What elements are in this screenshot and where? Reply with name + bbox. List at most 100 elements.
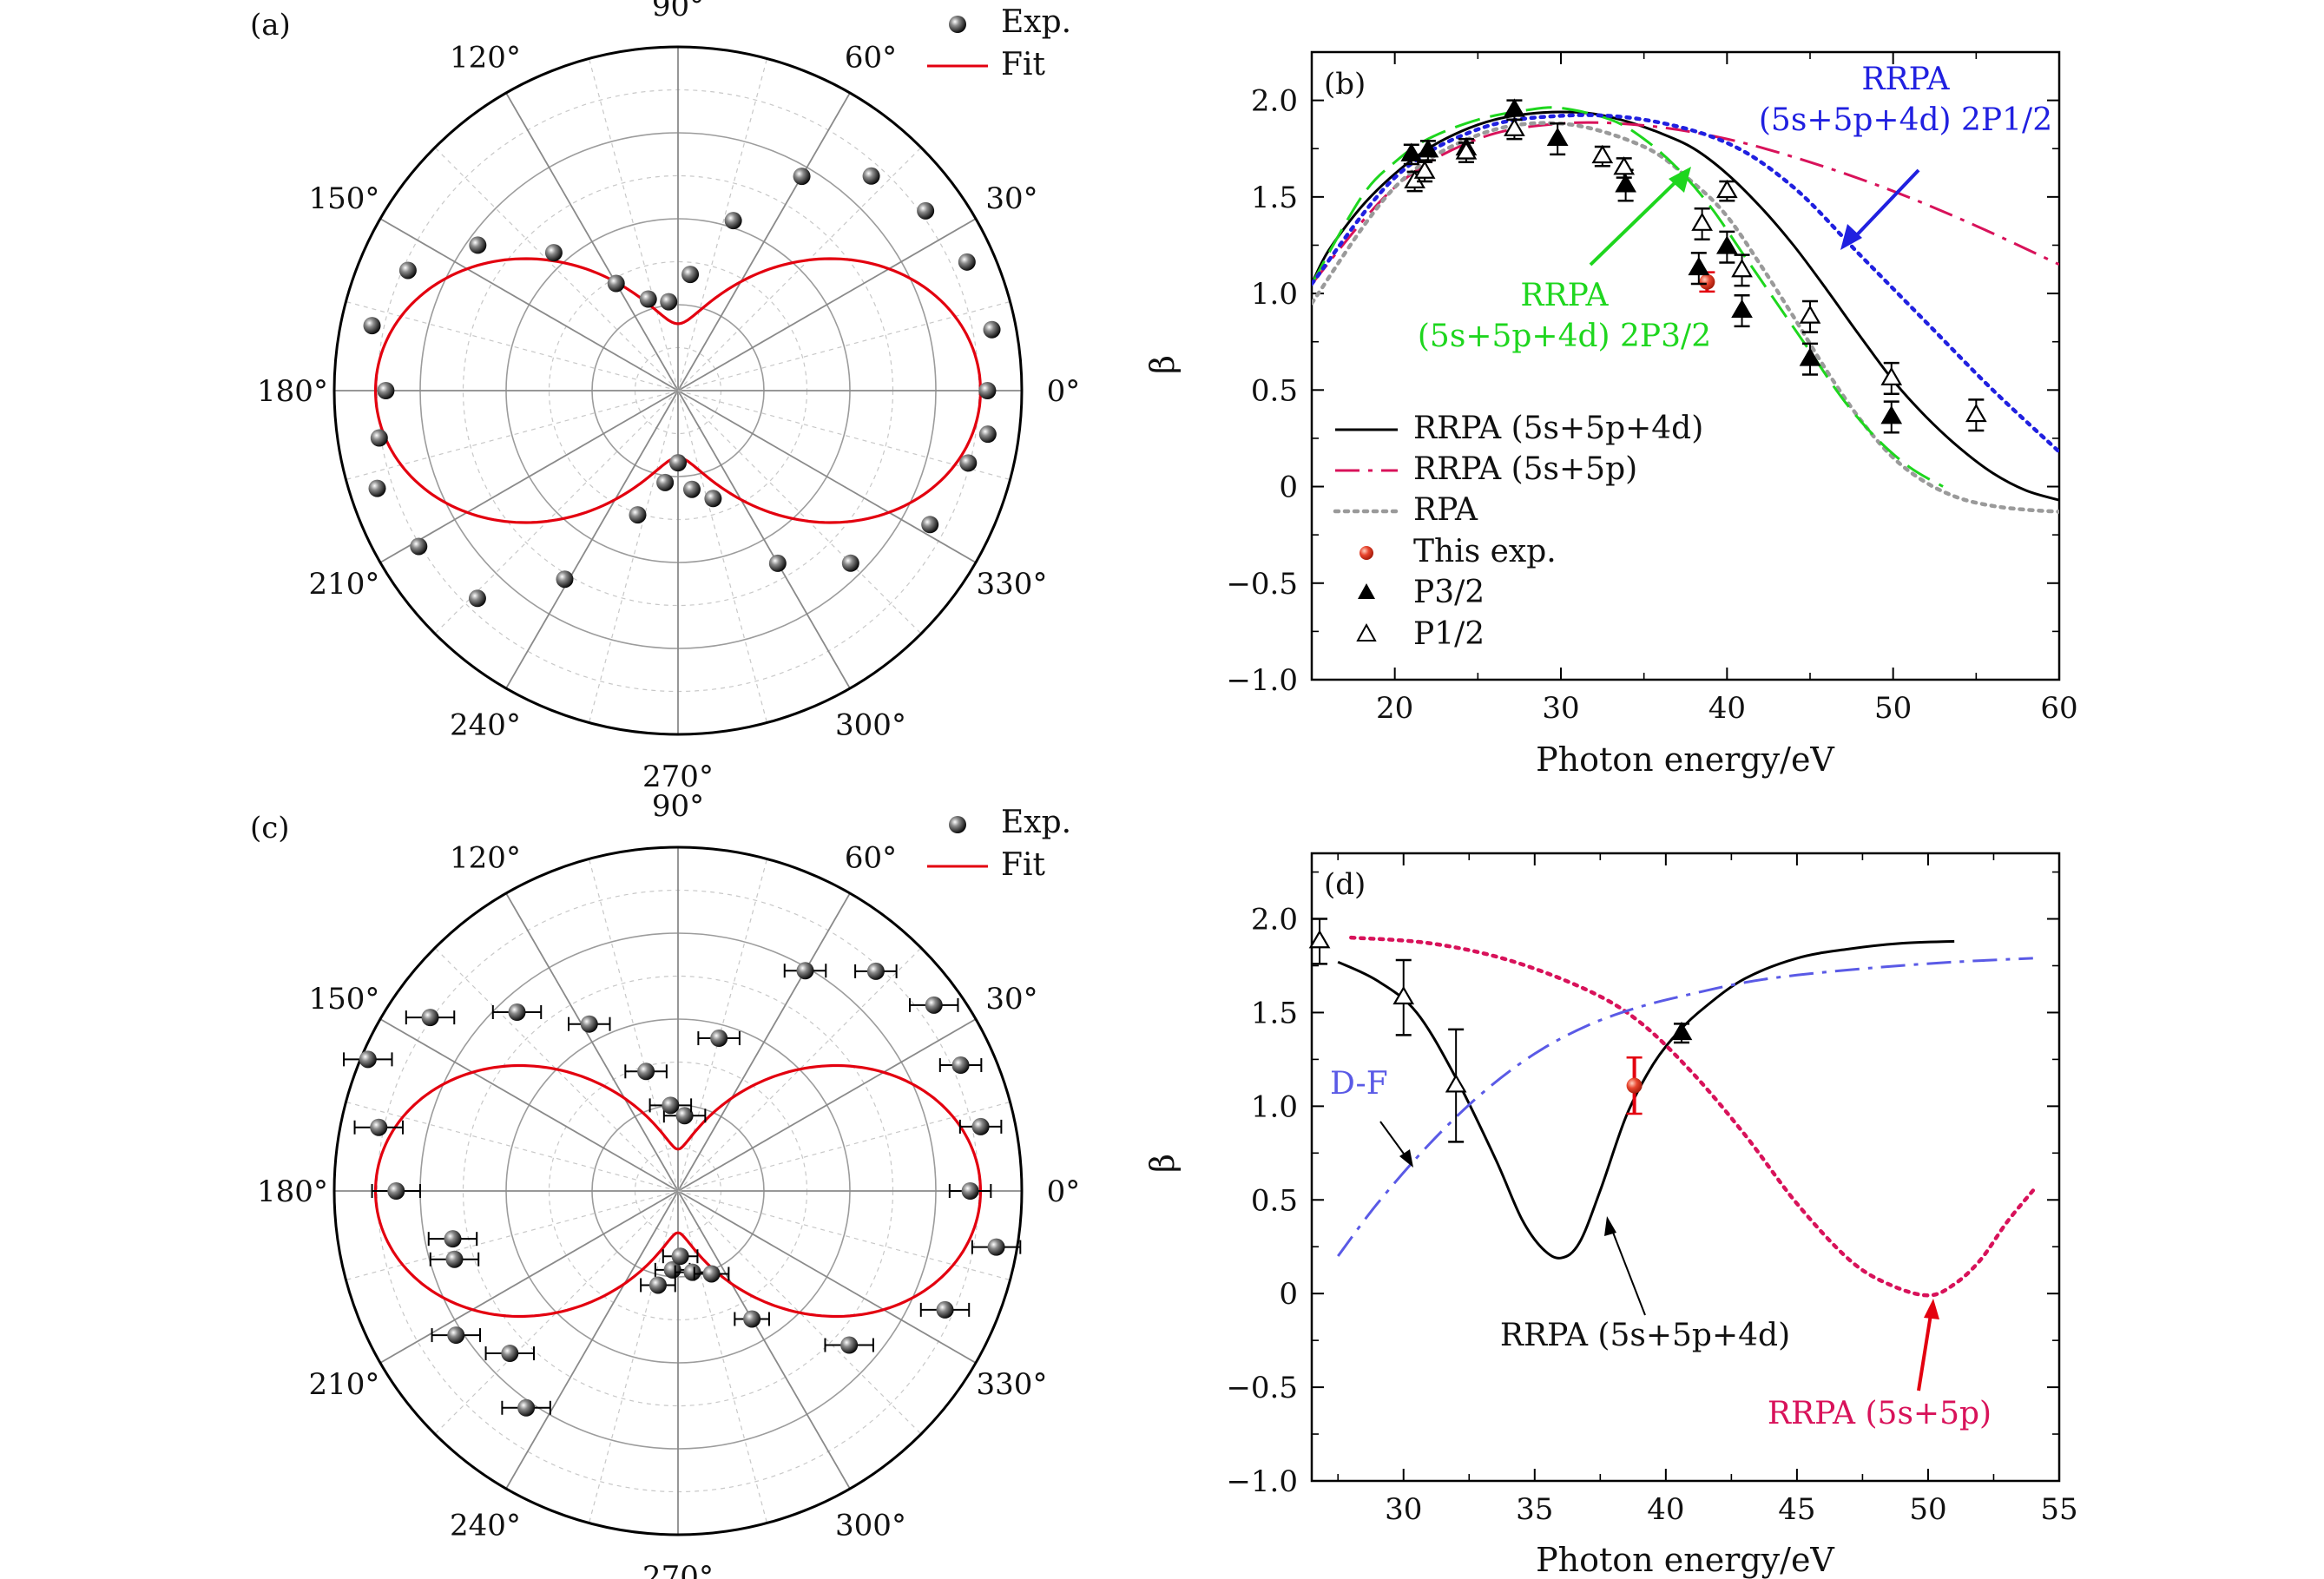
x-tick-label: 30	[1542, 691, 1579, 726]
p12-marker	[1691, 212, 1713, 231]
polar-grid	[332, 45, 1024, 736]
data-point	[421, 1009, 439, 1027]
data-point	[387, 1182, 405, 1200]
panel-c-legend: Exp. Fit	[927, 805, 1071, 883]
annotation-black-arrow	[1610, 1225, 1646, 1316]
data-point	[840, 1336, 859, 1354]
x-axis-label: Photon energy/eV	[1536, 740, 1834, 779]
angle-tick-label: 60°	[845, 40, 897, 75]
panel-b-line-chart: (b) β Photon energy/eV 20 30 40 50 60 −1.0 −0.…	[1143, 50, 2078, 779]
series-lines	[1337, 935, 2036, 1298]
p12-marker	[1392, 985, 1415, 1005]
data-point	[866, 962, 885, 980]
grid-spoke	[677, 947, 922, 1192]
p32-marker	[1880, 405, 1903, 424]
panel-d-label: (d)	[1324, 867, 1366, 902]
y-tick-label: 1.5	[1251, 996, 1298, 1030]
p12-marker	[1504, 117, 1525, 136]
angle-tick-label: 240°	[450, 708, 521, 743]
data-point	[978, 425, 997, 444]
angle-tick-label: 210°	[309, 1367, 380, 1402]
series-line	[1312, 121, 2059, 514]
series-line	[1337, 957, 2033, 1257]
annotation-black: RRPA (5s+5p+4d)	[1500, 1318, 1790, 1353]
angle-tick-label: 0°	[1047, 374, 1081, 409]
angle-tick-label: 0°	[1047, 1174, 1081, 1209]
grid-spoke	[379, 218, 679, 391]
p32-marker	[1670, 1021, 1693, 1041]
legend-red-marker	[1360, 546, 1373, 560]
grid-spoke	[677, 390, 768, 723]
data-point	[368, 479, 386, 497]
angle-tick-label: 30°	[985, 181, 1037, 216]
data-point	[637, 1063, 655, 1081]
p32-marker	[1504, 98, 1525, 117]
outer-circle	[332, 845, 1024, 1536]
data-point	[921, 516, 939, 534]
data-point	[951, 1056, 970, 1075]
panel-d-annotations: D-F RRPA (5s+5p+4d) RRPA (5s+5p)	[1330, 1066, 1992, 1431]
data-point	[469, 236, 487, 254]
p12-marker	[1308, 930, 1331, 949]
p12-marker	[1413, 160, 1436, 179]
legend-filled-triangle	[1358, 583, 1375, 599]
grid-spoke	[677, 1190, 922, 1435]
grid-spoke	[379, 1018, 679, 1192]
data-point	[544, 244, 563, 262]
annotation-df-arrow	[1379, 1121, 1409, 1161]
annotation-red-arrow	[1917, 1308, 1933, 1391]
p12-marker	[1799, 305, 1821, 324]
data-point	[662, 1096, 680, 1115]
annotation-green-title: RRPA	[1520, 278, 1609, 313]
grid-spoke	[677, 58, 768, 391]
legend-label: This exp.	[1413, 534, 1557, 569]
annotation-green-arrowhead	[1669, 167, 1691, 193]
data-point	[629, 506, 647, 524]
axes-ticks: 30 35 40 45 50 55 −1.0 −0.5 0 0.5 1.0 1.5 2.0	[1226, 853, 2078, 1527]
p32-marker	[1731, 299, 1753, 319]
data-point	[447, 1326, 465, 1345]
outer-circle	[332, 45, 1024, 736]
x-tick-label: 45	[1778, 1492, 1815, 1527]
y-tick-label: 0.5	[1251, 373, 1298, 408]
data-point	[841, 554, 859, 572]
p12-marker	[1613, 156, 1636, 175]
data-point	[983, 320, 1001, 339]
grid-spoke	[677, 892, 851, 1192]
grid-spoke	[677, 390, 977, 563]
x-tick-label: 20	[1376, 691, 1413, 726]
data-markers	[1308, 918, 1693, 1143]
x-tick-label: 60	[2040, 691, 2077, 726]
p32-marker	[1615, 174, 1636, 193]
grid-spoke	[677, 218, 977, 391]
p12-marker	[1404, 169, 1425, 188]
p12-marker	[1591, 144, 1614, 164]
angle-tick-labels: 0° 30° 60° 90° 120° 150° 180° 210° 240° 270° 300° 3…	[257, 789, 1080, 1579]
panel-b-label: (b)	[1324, 67, 1366, 102]
data-point	[702, 1265, 721, 1283]
grid-spoke	[588, 859, 679, 1192]
data-point	[675, 1107, 694, 1125]
this-exp-marker	[1699, 273, 1715, 290]
angle-tick-label: 270°	[642, 760, 714, 794]
series-line	[1349, 935, 2036, 1298]
x-tick-label: 40	[1708, 691, 1746, 726]
angle-tick-label: 120°	[450, 840, 521, 875]
data-markers	[1400, 98, 1987, 434]
data-point	[663, 1260, 681, 1279]
data-point	[768, 554, 787, 572]
annotation-blue-arrow	[1847, 168, 1920, 245]
angle-tick-label: 330°	[977, 567, 1048, 602]
legend-fit-label: Fit	[1001, 47, 1045, 82]
grid-spoke	[677, 859, 768, 1192]
annotation-green-subtitle: (5s+5p+4d) 2P3/2	[1418, 319, 1711, 354]
data-point	[710, 1030, 728, 1048]
angle-tick-label: 300°	[835, 708, 906, 743]
p32-marker	[1400, 142, 1423, 161]
y-tick-label: 2.0	[1251, 84, 1298, 119]
data-point	[656, 473, 675, 491]
angle-tick-label: 210°	[309, 567, 380, 602]
series-line	[1312, 106, 1944, 488]
x-tick-label: 30	[1385, 1492, 1422, 1527]
